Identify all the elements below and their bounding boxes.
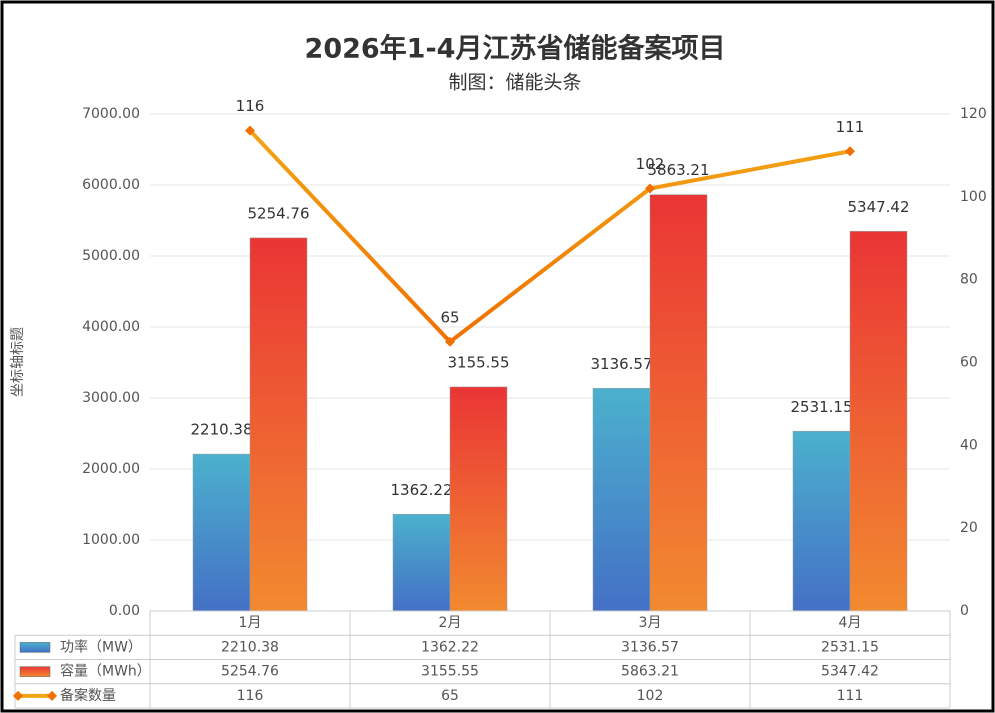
y-tick-label: 0.00 <box>109 603 140 619</box>
line <box>248 129 851 345</box>
y-tick-label: 2000.00 <box>82 461 140 477</box>
bar <box>849 231 908 612</box>
y2-tick-label: 100 <box>960 189 987 205</box>
line-marker <box>245 125 255 136</box>
bar <box>392 514 451 612</box>
bar <box>449 386 508 612</box>
x-tick-label: 4月 <box>839 615 862 631</box>
line-marker <box>645 183 655 194</box>
bar <box>192 453 251 612</box>
table-cell: 3136.57 <box>621 639 679 655</box>
data-label: 5863.21 <box>647 161 709 179</box>
line-marker <box>845 146 855 157</box>
x-tick-label: 3月 <box>639 615 662 631</box>
data-label: 3155.55 <box>447 353 509 371</box>
legend-key <box>19 642 51 653</box>
y-tick-label: 1000.00 <box>82 532 140 548</box>
y-tick-label: 6000.00 <box>82 177 140 193</box>
bar <box>249 237 308 612</box>
y2-tick-label: 60 <box>960 355 978 371</box>
table-cell: 2531.15 <box>821 639 879 655</box>
y2-tick-label: 40 <box>960 437 978 453</box>
table-cell: 2210.38 <box>221 639 279 655</box>
table-cell: 5254.76 <box>221 664 279 680</box>
data-label: 116 <box>236 97 265 115</box>
y2-tick-label: 0 <box>960 603 969 619</box>
table-cell: 111 <box>837 688 864 704</box>
chart-subtitle: 制图：储能头条 <box>448 72 581 94</box>
y2-tick-label: 20 <box>960 520 978 536</box>
x-tick-label: 1月 <box>239 615 262 631</box>
legend-label: 备案数量 <box>60 687 116 704</box>
legend-key <box>19 666 51 677</box>
table-cell: 5347.42 <box>821 664 879 680</box>
bar <box>792 431 851 612</box>
chart-title: 2026年1-4月江苏省储能备案项目 <box>305 33 726 65</box>
x-tick-label: 2月 <box>439 615 462 631</box>
table-cell: 116 <box>237 688 264 704</box>
line-marker <box>445 336 455 347</box>
table-cell: 102 <box>637 688 664 704</box>
data-label: 2531.15 <box>790 398 852 416</box>
legend-label: 功率（MW） <box>60 638 142 655</box>
y-tick-label: 3000.00 <box>82 390 140 406</box>
table-cell: 65 <box>441 688 459 704</box>
y-tick-label: 4000.00 <box>82 319 140 335</box>
data-label: 3136.57 <box>590 355 652 373</box>
legend-label: 容量（MWh） <box>60 663 151 680</box>
table-cell: 3155.55 <box>421 664 479 680</box>
data-label: 65 <box>440 308 459 326</box>
data-label: 2210.38 <box>190 421 252 439</box>
table-cell: 5863.21 <box>621 664 679 680</box>
y-axis-title: 坐标轴标题 <box>10 327 26 397</box>
y2-tick-label: 120 <box>960 106 987 122</box>
y-tick-label: 5000.00 <box>82 248 140 264</box>
data-label: 1362.22 <box>390 481 452 499</box>
bar <box>592 388 651 612</box>
table-cell: 1362.22 <box>421 639 479 655</box>
data-label: 111 <box>836 118 865 136</box>
legend-key <box>47 690 57 701</box>
data-label: 5347.42 <box>847 198 909 216</box>
y-tick-label: 7000.00 <box>82 106 140 122</box>
y2-tick-label: 80 <box>960 272 978 288</box>
bar <box>649 194 708 612</box>
legend-key <box>13 690 23 701</box>
data-label: 5254.76 <box>247 204 309 222</box>
data-label: 102 <box>636 155 665 173</box>
